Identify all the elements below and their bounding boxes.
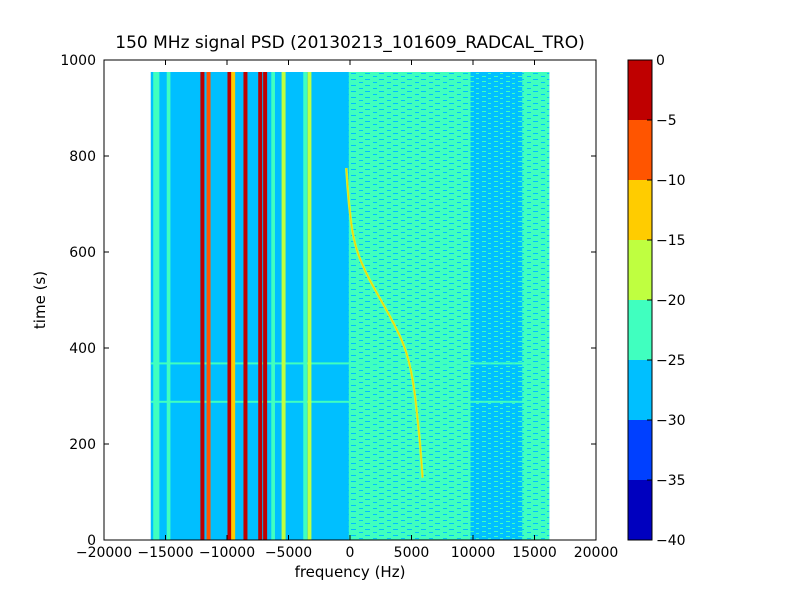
y-tick-label: 0 [87, 533, 96, 549]
colorbar-tick-label: −10 [656, 173, 686, 189]
y-tick-label: 200 [69, 437, 96, 453]
heatmap-noise-region [348, 72, 471, 540]
y-axis-label: time (s) [31, 271, 49, 329]
x-tick-label: 15000 [512, 545, 557, 561]
y-axis: 0 200 400 600 800 1000 [60, 53, 596, 549]
x-tick-label: −15000 [137, 545, 193, 561]
colorbar-segment [628, 120, 652, 180]
colorbar-segment [628, 60, 652, 120]
colorbar-tick-label: −15 [656, 233, 686, 249]
colorbar-segment [628, 300, 652, 360]
colorbar-segment [628, 240, 652, 300]
y-tick-label: 800 [69, 149, 96, 165]
tone-line [258, 72, 263, 540]
colorbar-tick-label: −40 [656, 533, 686, 549]
x-tick-label: 20000 [574, 545, 619, 561]
x-tick-label: 10000 [451, 545, 496, 561]
heatmap-band [166, 72, 171, 540]
x-tick-label: −10000 [199, 545, 255, 561]
tone-line [200, 72, 205, 540]
colorbar-tick-label: −20 [656, 293, 686, 309]
tone-line [243, 72, 248, 540]
colorbar-segment [628, 180, 652, 240]
heatmap-band [153, 72, 160, 540]
x-tick-label: 0 [346, 545, 355, 561]
y-tick-label: 1000 [60, 53, 96, 69]
heatmap-band [303, 72, 307, 540]
heatmap-noise-region [522, 72, 550, 540]
colorbar-tick-label: −30 [656, 413, 686, 429]
y-tick-label: 600 [69, 245, 96, 261]
heatmap-layer [150, 72, 550, 540]
x-axis: −20000 −15000 −10000 −5000 0 5000 10000 15000 20… [76, 60, 618, 561]
x-tick-label: 5000 [394, 545, 430, 561]
x-axis-label: frequency (Hz) [295, 563, 406, 581]
colorbar-tick-label: −35 [656, 473, 686, 489]
x-tick-label: −5000 [265, 545, 312, 561]
tone-line [263, 72, 268, 540]
colorbar-segment [628, 420, 652, 480]
colorbar-tick-label: 0 [656, 53, 665, 69]
colorbar-tick-label: −25 [656, 353, 686, 369]
colorbar-segment [628, 360, 652, 420]
tone-line [206, 72, 211, 540]
heatmap-band [271, 72, 275, 540]
heatmap-stripe [150, 362, 550, 365]
heatmap-stripe [150, 400, 550, 403]
tone-line [231, 72, 236, 540]
colorbar-segment [628, 480, 652, 540]
heatmap-noise-region [470, 72, 523, 540]
drifting-signal-core [345, 167, 424, 478]
tone-line [307, 72, 312, 540]
y-tick-label: 400 [69, 341, 96, 357]
colorbar-tick-label: −5 [656, 113, 677, 129]
chart-title: 150 MHz signal PSD (20130213_101609_RADC… [115, 33, 584, 53]
tone-lines-layer [200, 72, 312, 540]
plot-area [104, 60, 596, 540]
x-tick-label: −20000 [76, 545, 132, 561]
tone-line [227, 72, 232, 540]
colorbar: −40 −35 −30 −25 −20 −15 −10 −5 0 [627, 53, 686, 549]
tone-line [281, 72, 286, 540]
